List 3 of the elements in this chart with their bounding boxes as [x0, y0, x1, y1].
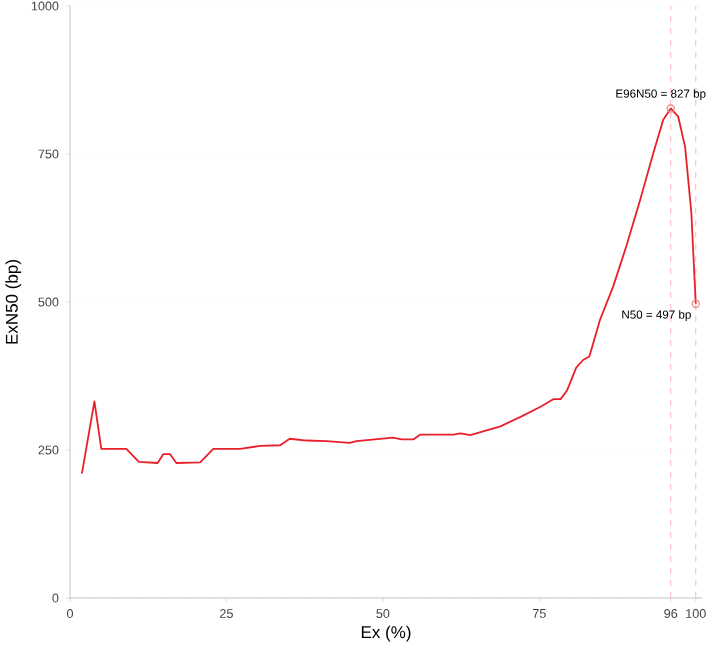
x-axis-title: Ex (%) [361, 625, 411, 642]
y-axis-title: ExN50 (bp) [5, 260, 22, 344]
line-series [80, 107, 697, 475]
